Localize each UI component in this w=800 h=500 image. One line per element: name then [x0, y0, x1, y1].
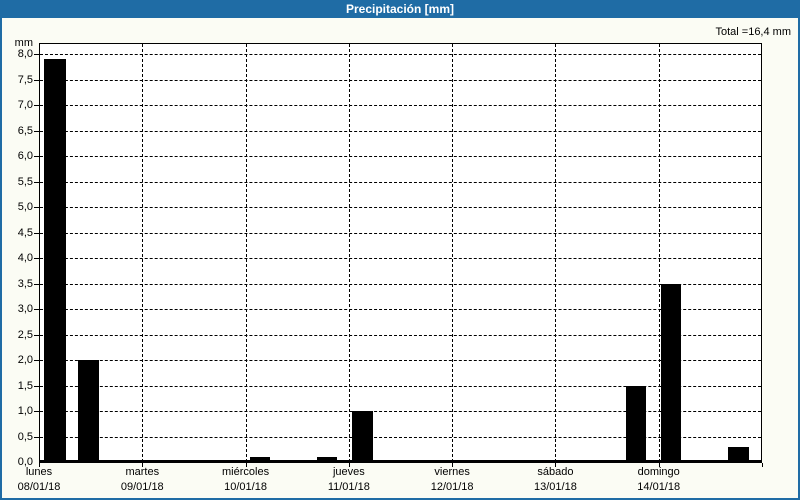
y-tick-label: 3,5	[17, 277, 33, 290]
y-tick-label: 1,5	[17, 379, 33, 392]
gridline-horizontal	[40, 309, 761, 310]
y-tick-mark	[34, 54, 39, 55]
x-category-label: jueves 11/01/18	[297, 466, 401, 494]
gridline-horizontal	[40, 283, 761, 285]
y-tick-mark	[34, 232, 39, 234]
y-tick-label: 7,0	[17, 99, 33, 111]
gridline-vertical	[658, 44, 660, 462]
day-date: 08/01/18	[17, 481, 61, 493]
day-date: 09/01/18	[120, 481, 164, 493]
y-tick-label: 0,0	[17, 456, 33, 468]
total-label: Total =16,4 mm	[715, 26, 791, 38]
y-tick-mark	[34, 360, 39, 361]
gridline-horizontal	[40, 436, 761, 438]
x-category-label: domingo 14/01/18	[607, 466, 711, 494]
chart-titlebar: Precipitación [mm]	[0, 0, 800, 18]
y-tick-mark	[34, 156, 39, 157]
y-tick-mark	[34, 334, 39, 336]
x-axis-line	[40, 460, 761, 462]
y-tick-mark	[34, 79, 39, 81]
y-tick-label: 4,5	[17, 226, 33, 239]
y-tick-mark	[34, 309, 39, 310]
y-tick-mark	[34, 105, 39, 106]
x-tick-mark	[142, 463, 144, 467]
x-tick-mark	[39, 463, 40, 467]
day-date: 13/01/18	[534, 481, 577, 493]
day-name: miércoles	[222, 466, 270, 478]
precipitation-bar	[77, 360, 99, 462]
x-tick-mark	[762, 463, 763, 467]
x-tick-mark	[245, 463, 247, 467]
x-category-label: miércoles 10/01/18	[194, 466, 298, 494]
gridline-horizontal	[40, 156, 761, 157]
gridline-horizontal	[40, 258, 761, 259]
gridline-horizontal	[40, 79, 761, 81]
gridline-vertical	[555, 44, 557, 462]
gridline-horizontal	[40, 411, 761, 412]
y-tick-label: 7,5	[17, 73, 33, 86]
y-tick-mark	[34, 181, 39, 183]
x-category-label: lunes 08/01/18	[0, 466, 91, 494]
precipitation-bar	[728, 446, 749, 462]
gridline-vertical	[348, 44, 350, 462]
day-date: 11/01/18	[327, 481, 370, 493]
x-tick-mark	[452, 463, 454, 467]
gridline-vertical	[245, 44, 247, 462]
x-tick-mark	[348, 463, 350, 467]
gridline-horizontal	[40, 232, 761, 234]
y-tick-label: 5,0	[17, 201, 33, 213]
day-name: jueves	[332, 466, 365, 478]
y-tick-label: 5,5	[17, 175, 33, 188]
precipitation-bar	[44, 59, 66, 462]
precipitation-bar	[661, 283, 682, 462]
precipitation-bar	[352, 411, 373, 462]
y-tick-mark	[34, 436, 39, 438]
gridline-horizontal	[40, 207, 761, 208]
y-tick-label: 3,0	[17, 303, 33, 315]
precipitation-bar	[626, 385, 647, 462]
y-tick-label: 6,5	[17, 124, 33, 137]
y-tick-mark	[34, 207, 39, 208]
gridline-horizontal	[40, 360, 761, 361]
y-tick-mark	[34, 130, 39, 132]
gridline-horizontal	[40, 181, 761, 183]
x-tick-mark	[555, 463, 557, 467]
gridline-vertical	[142, 44, 144, 462]
chart-title: Precipitación [mm]	[345, 2, 455, 16]
day-name: domingo	[637, 466, 680, 478]
day-date: 14/01/18	[637, 481, 681, 493]
day-date: 10/01/18	[224, 481, 267, 493]
y-tick-mark	[34, 258, 39, 259]
y-tick-label: 8,0	[17, 48, 33, 60]
precipitation-bar	[249, 456, 270, 462]
gridline-horizontal	[40, 54, 761, 55]
day-date: 12/01/18	[430, 481, 474, 493]
y-tick-label: 4,0	[17, 252, 33, 264]
day-name: sábado	[537, 466, 574, 478]
plot-area	[39, 43, 762, 463]
day-name: lunes	[25, 466, 53, 478]
x-category-label: viernes 12/01/18	[400, 466, 504, 494]
y-axis-unit-label: mm	[14, 37, 33, 49]
y-tick-label: 1,0	[17, 405, 33, 417]
y-tick-label: 6,0	[17, 150, 33, 162]
y-tick-mark	[34, 411, 39, 412]
day-name: viernes	[434, 466, 470, 478]
x-category-label: martes 09/01/18	[90, 466, 194, 494]
x-category-label: sábado 13/01/18	[503, 466, 607, 494]
y-tick-label: 2,5	[17, 328, 33, 341]
gridline-horizontal	[40, 385, 761, 387]
day-name: martes	[125, 466, 160, 478]
precipitation-bar	[317, 456, 338, 462]
x-tick-mark	[658, 463, 660, 467]
gridline-vertical	[452, 44, 454, 462]
gridline-horizontal	[40, 105, 761, 106]
y-tick-mark	[34, 385, 39, 387]
y-tick-label: 0,5	[17, 430, 33, 443]
y-tick-label: 2,0	[17, 354, 33, 366]
gridline-horizontal	[40, 130, 761, 132]
y-tick-mark	[34, 283, 39, 285]
gridline-horizontal	[40, 334, 761, 336]
